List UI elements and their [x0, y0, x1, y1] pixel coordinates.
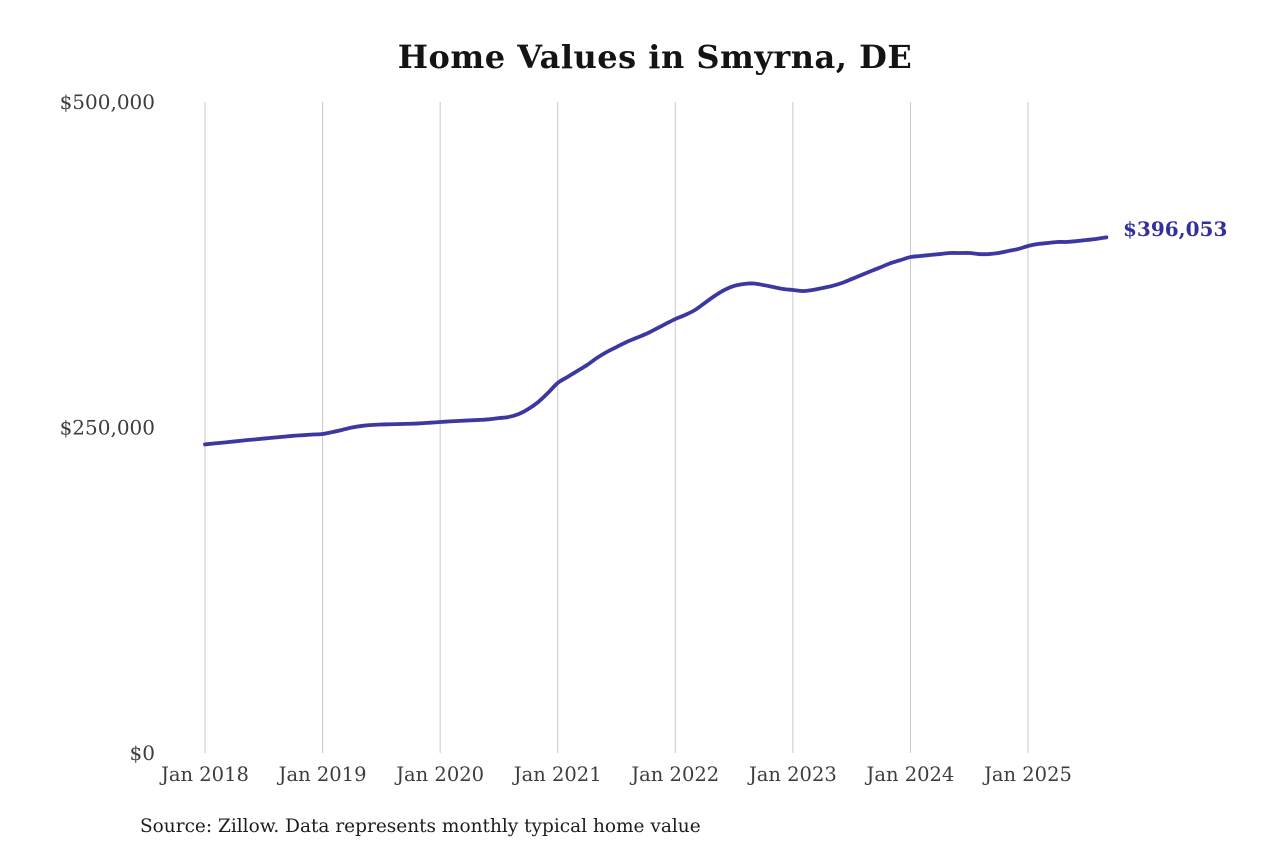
x-axis-tick-label: Jan 2018 [159, 763, 249, 786]
x-axis-tick-label: Jan 2022 [629, 763, 719, 786]
latest-value-label: $396,053 [1123, 217, 1228, 241]
x-axis-tick-label: Jan 2019 [277, 763, 367, 786]
x-axis-tick-label: Jan 2024 [865, 763, 955, 786]
x-axis-tick-label: Jan 2023 [747, 763, 837, 786]
y-axis-tick-label: $250,000 [60, 416, 155, 440]
source-note: Source: Zillow. Data represents monthly … [140, 816, 701, 837]
x-axis-tick-label: Jan 2025 [982, 763, 1072, 786]
x-axis-tick-label: Jan 2021 [512, 763, 602, 786]
y-axis-tick-label: $500,000 [60, 90, 155, 114]
y-axis-tick-label: $0 [130, 741, 155, 765]
home-value-line [203, 235, 1109, 447]
chart-title: Home Values in Smyrna, DE [397, 38, 913, 76]
x-axis-tick-label: Jan 2020 [394, 763, 484, 786]
